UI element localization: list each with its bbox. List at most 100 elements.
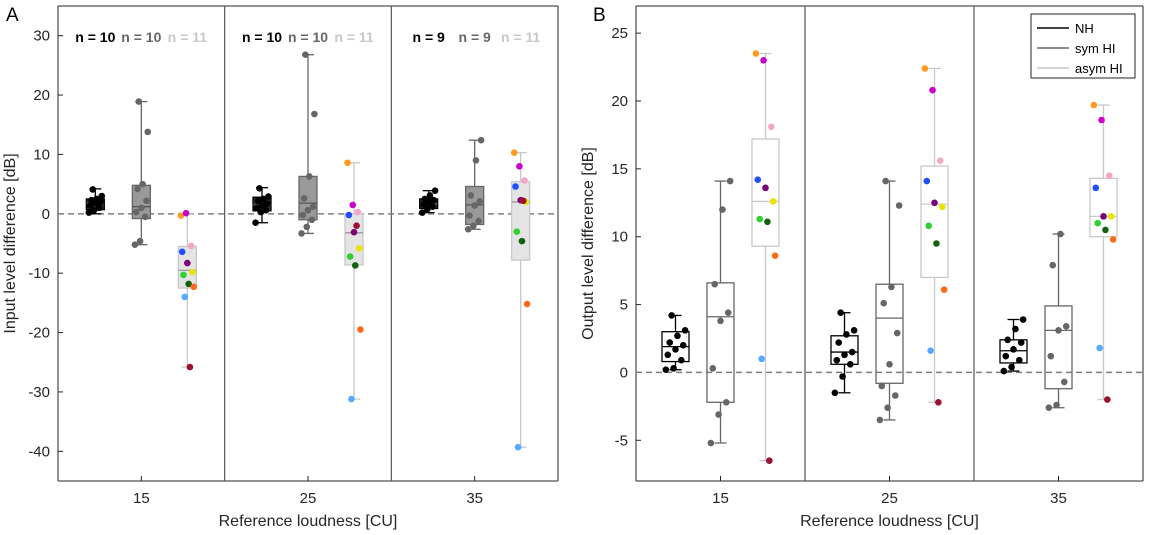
panel-a-data-point — [355, 244, 363, 252]
panel-b-data-point — [715, 411, 722, 418]
panel-b-box — [751, 138, 780, 247]
panel-a-data-point — [431, 187, 439, 194]
panel-b-data-point — [831, 389, 839, 397]
panel-b-data-point — [1090, 101, 1098, 109]
panel-a-data-point — [89, 186, 97, 193]
panel-b-data-point — [884, 404, 891, 412]
panel-a-data-point — [472, 157, 480, 164]
panel-a-n-count-label: n = 10 — [121, 29, 161, 45]
panel-b-data-point — [927, 347, 934, 355]
panel-b-y-tick-label: 25 — [611, 25, 628, 42]
panel-a-data-point — [88, 196, 95, 204]
panel-b-data-point — [672, 346, 679, 353]
panel-b-data-point — [679, 341, 687, 349]
panel-b-data-point — [1094, 219, 1102, 227]
panel-b-data-point — [1100, 213, 1107, 220]
panel-a-data-point — [138, 204, 145, 212]
panel-b-data-point — [764, 218, 771, 226]
panel-b-data-point — [933, 240, 940, 247]
panel-a-data-point — [190, 283, 198, 291]
panel-a-data-point — [464, 225, 472, 233]
panel-a-x-tick-label: 15 — [133, 490, 150, 507]
panel-b-box — [999, 339, 1028, 364]
panel-b-data-point — [754, 176, 762, 184]
panel-a-data-point — [421, 195, 429, 203]
panel-b-y-tick-label: -5 — [615, 432, 628, 449]
panel-a-data-point — [186, 363, 194, 371]
panel-b-data-point — [878, 382, 886, 390]
panel-a-data-point — [516, 163, 523, 170]
panel-a-data-point — [187, 242, 195, 250]
panel-a-data-point — [311, 110, 318, 118]
panel-b-data-point — [1053, 401, 1060, 409]
panel-b-data-point — [666, 339, 674, 346]
panel-a-data-point — [98, 192, 106, 200]
panel-a-y-tick-label: 10 — [33, 146, 50, 163]
panel-a-data-point — [299, 211, 307, 219]
panel-b-data-point — [1010, 346, 1017, 353]
panel-b-data-point — [931, 199, 938, 207]
panel-b-y-tick-label: 0 — [620, 364, 628, 381]
panel-b-data-point — [769, 198, 777, 205]
panel-a-letter: A — [6, 5, 19, 26]
panel-a-x-tick-label: 25 — [300, 490, 317, 507]
panel-a-data-point — [344, 159, 351, 167]
panel-b-data-point — [925, 222, 933, 230]
panel-b-data-point — [1098, 116, 1105, 124]
panel-b-data-point — [670, 365, 677, 372]
panel-a-data-point — [510, 149, 518, 156]
panel-a-y-tick-label: 0 — [42, 206, 50, 223]
panel-a-data-point — [523, 300, 531, 308]
panel-a-data-point — [177, 212, 185, 219]
panel-a-data-point — [429, 203, 436, 210]
panel-a-data-point — [184, 259, 191, 267]
panel-b-data-point — [938, 203, 946, 211]
panel-b-data-point — [1057, 230, 1064, 238]
panel-b-y-axis-label: Output level difference [dB] — [580, 147, 597, 340]
panel-a-data-point — [132, 208, 140, 216]
panel-b-data-point — [839, 373, 846, 380]
panel-a-data-point — [185, 280, 192, 288]
panel-b-y-tick-label: 5 — [620, 297, 628, 314]
panel-a-data-point — [357, 326, 364, 333]
panel-b-data-point — [940, 286, 948, 293]
panel-a-data-point — [258, 202, 266, 209]
panel-a-data-point — [424, 205, 431, 213]
panel-a-data-point — [95, 204, 103, 212]
panel-a-data-point — [141, 213, 149, 221]
panel-a-data-point — [514, 443, 522, 451]
panel-b-data-point — [1109, 236, 1117, 243]
panel-b-y-tick-label: 10 — [611, 229, 628, 246]
panel-b-data-point — [1104, 396, 1111, 403]
panel-b-data-point — [767, 123, 775, 131]
panel-a-n-count-label: n = 10 — [75, 29, 115, 45]
panel-a-data-point — [86, 202, 94, 209]
panel-a-data-point — [475, 217, 482, 225]
panel-b-data-point — [1019, 316, 1027, 323]
panel-b-legend-entry: sym HI — [1075, 41, 1115, 56]
panel-b-data-point — [1008, 363, 1015, 371]
panel-a-data-point — [263, 200, 271, 208]
panel-b-data-point — [707, 439, 715, 447]
panel-b-y-tick-label: 15 — [611, 161, 628, 178]
panel-a-data-point — [470, 222, 477, 229]
panel-b-data-point — [846, 360, 854, 368]
panel-a-data-point — [302, 51, 309, 58]
panel-a-data-point — [519, 197, 527, 205]
panel-b-data-point — [936, 157, 944, 165]
panel-a-data-point — [259, 195, 267, 203]
panel-b-box — [920, 165, 949, 279]
panel-b-data-point — [1049, 261, 1057, 269]
panel-b-data-point — [880, 299, 888, 307]
panel-b-data-point — [677, 356, 685, 364]
panel-b-data-point — [1055, 327, 1062, 334]
panel-a-data-point — [252, 219, 259, 227]
panel-a-data-point — [304, 206, 312, 214]
panel-b-letter: B — [593, 5, 606, 26]
panel-b-data-point — [681, 327, 689, 334]
panel-b-data-point — [843, 331, 850, 338]
panel-b-box — [1089, 177, 1118, 238]
panel-b-box — [1044, 305, 1073, 390]
panel-b-y-tick-label: 20 — [611, 93, 628, 110]
panel-b-data-point — [893, 329, 901, 337]
